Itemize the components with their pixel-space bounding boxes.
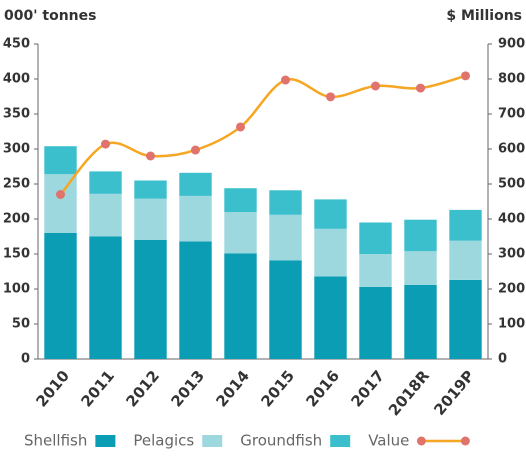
y2-tick-label: 500 xyxy=(498,177,525,192)
y2-tick-label: 0 xyxy=(498,352,507,367)
bar-segment xyxy=(404,251,437,285)
bar-segment xyxy=(134,180,167,199)
value-marker xyxy=(281,75,290,85)
legend-marker xyxy=(460,436,470,446)
x-tick-label: 2013 xyxy=(167,367,208,411)
value-marker xyxy=(416,83,425,93)
bar-segment xyxy=(134,198,167,240)
bar-segment xyxy=(44,174,77,233)
value-line xyxy=(59,74,466,196)
bar-segment xyxy=(224,212,257,254)
x-tick-label: 2010 xyxy=(32,367,73,411)
y-tick-label: 250 xyxy=(3,177,30,192)
legend-swatch xyxy=(202,435,223,447)
value-marker xyxy=(146,151,155,161)
y2-tick-label: 600 xyxy=(498,142,525,157)
y-tick-label: 450 xyxy=(3,37,30,52)
value-marker xyxy=(101,139,110,149)
y-tick-label: 100 xyxy=(3,282,30,297)
bar-segment xyxy=(404,219,437,252)
y-tick-label: 200 xyxy=(3,212,30,227)
x-tick-label: 2012 xyxy=(122,367,163,411)
bar-segment xyxy=(314,228,347,277)
bar-segment xyxy=(449,240,482,280)
y-tick-label: 0 xyxy=(21,352,30,367)
bar-segment xyxy=(89,236,122,359)
bar-segment xyxy=(314,276,347,359)
bar-segment xyxy=(224,253,257,359)
legend-label: Pelagics xyxy=(133,432,194,450)
x-tick-label: 2017 xyxy=(347,367,388,411)
bar-segment xyxy=(404,284,437,359)
value-marker xyxy=(326,92,335,102)
y-axis-title: 000' tonnes xyxy=(4,8,96,24)
y2-axis-title: $ Millions xyxy=(446,8,522,24)
bar-segment xyxy=(179,195,212,242)
y2-tick-label: 300 xyxy=(498,247,525,262)
value-marker xyxy=(56,190,65,199)
y2-tick-label: 700 xyxy=(498,107,525,122)
bar-segment xyxy=(359,286,392,359)
bar-segment xyxy=(269,260,302,359)
y-tick-label: 150 xyxy=(3,247,30,262)
y2-tick-label: 400 xyxy=(498,212,525,227)
bar-segment xyxy=(359,222,392,254)
bar-segment xyxy=(449,279,482,359)
legend-label: Shellfish xyxy=(24,432,87,450)
x-tick-label: 2019P xyxy=(430,367,478,419)
value-marker xyxy=(191,145,200,155)
legend-marker xyxy=(416,436,426,446)
y-tick-label: 50 xyxy=(12,317,30,332)
bar-segment xyxy=(134,240,167,359)
bar-segment xyxy=(179,241,212,359)
y-tick-label: 300 xyxy=(3,142,30,157)
y-tick-label: 350 xyxy=(3,107,30,122)
value-marker xyxy=(371,81,380,91)
legend-swatch xyxy=(330,435,351,447)
bar-segment xyxy=(179,172,212,196)
bar-segment xyxy=(44,146,77,175)
y2-tick-label: 900 xyxy=(498,37,525,52)
x-tick-label: 2018R xyxy=(385,367,433,420)
legend-swatch xyxy=(95,435,116,447)
bar-segment xyxy=(359,254,392,287)
y2-tick-label: 800 xyxy=(498,72,525,87)
y2-tick-label: 200 xyxy=(498,282,525,297)
x-tick-label: 2014 xyxy=(212,367,253,411)
legend-label: Value xyxy=(368,432,409,450)
value-marker xyxy=(236,122,245,132)
bar-segment xyxy=(314,199,347,229)
bar-segment xyxy=(89,193,122,237)
bar-segment xyxy=(449,209,482,241)
x-tick-label: 2015 xyxy=(257,367,298,411)
y2-tick-label: 100 xyxy=(498,317,525,332)
legend-label: Groundfish xyxy=(240,432,322,450)
bar-segment xyxy=(224,188,257,212)
value-marker xyxy=(461,71,470,81)
x-tick-label: 2011 xyxy=(77,367,118,411)
bar-segment xyxy=(89,171,122,194)
x-tick-label: 2016 xyxy=(302,367,343,411)
y-tick-label: 400 xyxy=(3,72,30,87)
bar-segment xyxy=(269,190,302,215)
bar-segment xyxy=(44,233,77,359)
bar-segment xyxy=(269,214,302,261)
